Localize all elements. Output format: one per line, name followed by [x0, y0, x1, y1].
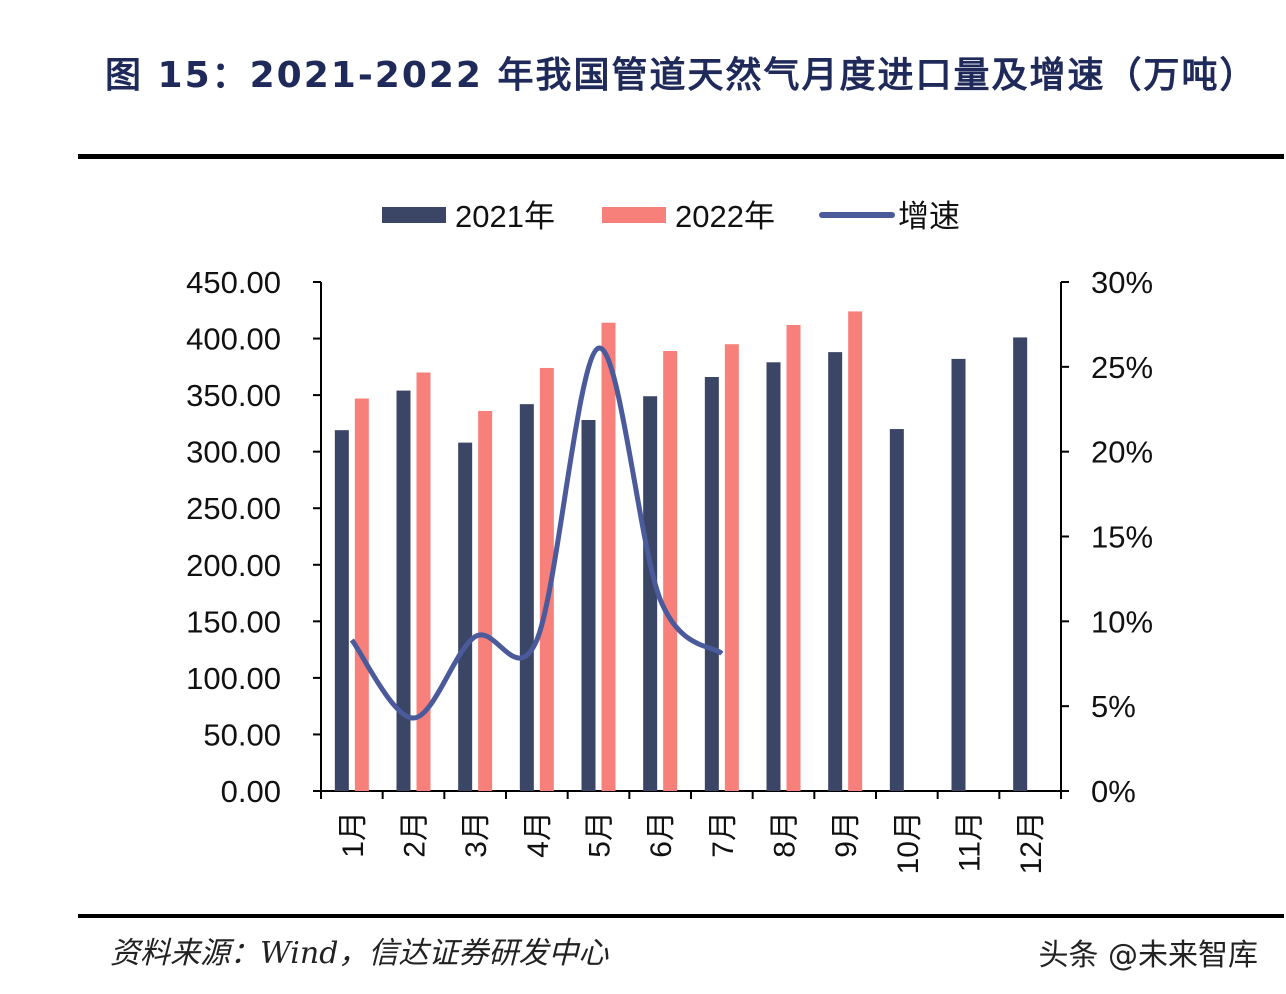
- legend-label: 2022年: [675, 199, 775, 234]
- left-tick-label: 50.00: [203, 717, 281, 752]
- bar-2021年: [519, 404, 534, 791]
- left-tick-label: 100.00: [186, 661, 281, 696]
- left-tick-label: 300.00: [186, 435, 281, 470]
- bar-2022年: [416, 372, 431, 791]
- bar-2021年: [951, 358, 966, 791]
- x-tick-label: 7月: [707, 811, 740, 858]
- x-tick-label: 10月: [892, 811, 925, 874]
- bar-2022年: [601, 322, 616, 791]
- line-增速: [349, 345, 724, 721]
- x-tick-label: 2月: [399, 811, 432, 858]
- x-tick-label: 4月: [522, 811, 555, 858]
- x-tick-label: 5月: [584, 811, 617, 858]
- x-tick-label: 9月: [830, 811, 863, 858]
- bar-2021年: [704, 377, 719, 791]
- right-tick-label: 30%: [1091, 265, 1153, 300]
- x-tick-label: 11月: [954, 811, 987, 872]
- left-tick-label: 350.00: [186, 378, 281, 413]
- bar-2022年: [848, 311, 863, 791]
- right-tick-label: 15%: [1091, 520, 1153, 555]
- bar-2021年: [828, 352, 843, 791]
- left-tick-label: 400.00: [186, 322, 281, 357]
- legend-swatch: [602, 207, 666, 223]
- x-tick-label: 12月: [1015, 811, 1048, 874]
- legend-swatch: [382, 207, 446, 223]
- x-tick-label: 6月: [645, 811, 678, 858]
- bar-2021年: [1013, 337, 1028, 791]
- bar-2021年: [396, 390, 411, 791]
- right-tick-label: 25%: [1091, 350, 1153, 385]
- right-tick-label: 10%: [1091, 604, 1153, 639]
- bar-2021年: [766, 362, 781, 791]
- left-tick-label: 250.00: [186, 491, 281, 526]
- right-tick-label: 5%: [1091, 689, 1136, 724]
- bar-2022年: [539, 367, 554, 791]
- bar-2022年: [724, 344, 739, 791]
- bar-2021年: [581, 419, 596, 791]
- x-tick-label: 3月: [460, 811, 493, 858]
- x-tick-label: 1月: [337, 811, 370, 858]
- left-tick-label: 200.00: [186, 548, 281, 583]
- legend-label: 2021年: [455, 199, 555, 234]
- x-tick-label: 8月: [769, 811, 802, 858]
- bar-2022年: [663, 350, 678, 791]
- right-tick-label: 0%: [1091, 774, 1136, 809]
- bar-2022年: [786, 324, 801, 791]
- left-tick-label: 0.00: [221, 774, 281, 809]
- bar-2021年: [458, 442, 473, 791]
- right-tick-label: 20%: [1091, 435, 1153, 470]
- bar-2022年: [354, 398, 369, 791]
- bar-2022年: [478, 410, 493, 791]
- bottom-rule: [78, 914, 1284, 918]
- top-rule: [78, 154, 1284, 159]
- legend-label: 增速: [898, 199, 960, 234]
- chart-title: 图 15：2021-2022 年我国管道天然气月度进口量及增速（万吨）: [105, 55, 1258, 96]
- left-tick-label: 450.00: [186, 265, 281, 300]
- bar-2021年: [889, 429, 904, 791]
- left-tick-label: 150.00: [186, 604, 281, 639]
- source-note: 资料来源：Wind，信达证券研发中心: [110, 936, 609, 971]
- bar-2021年: [334, 430, 349, 791]
- bar-2021年: [643, 396, 658, 791]
- watermark: 头条 @未来智库: [1038, 938, 1258, 973]
